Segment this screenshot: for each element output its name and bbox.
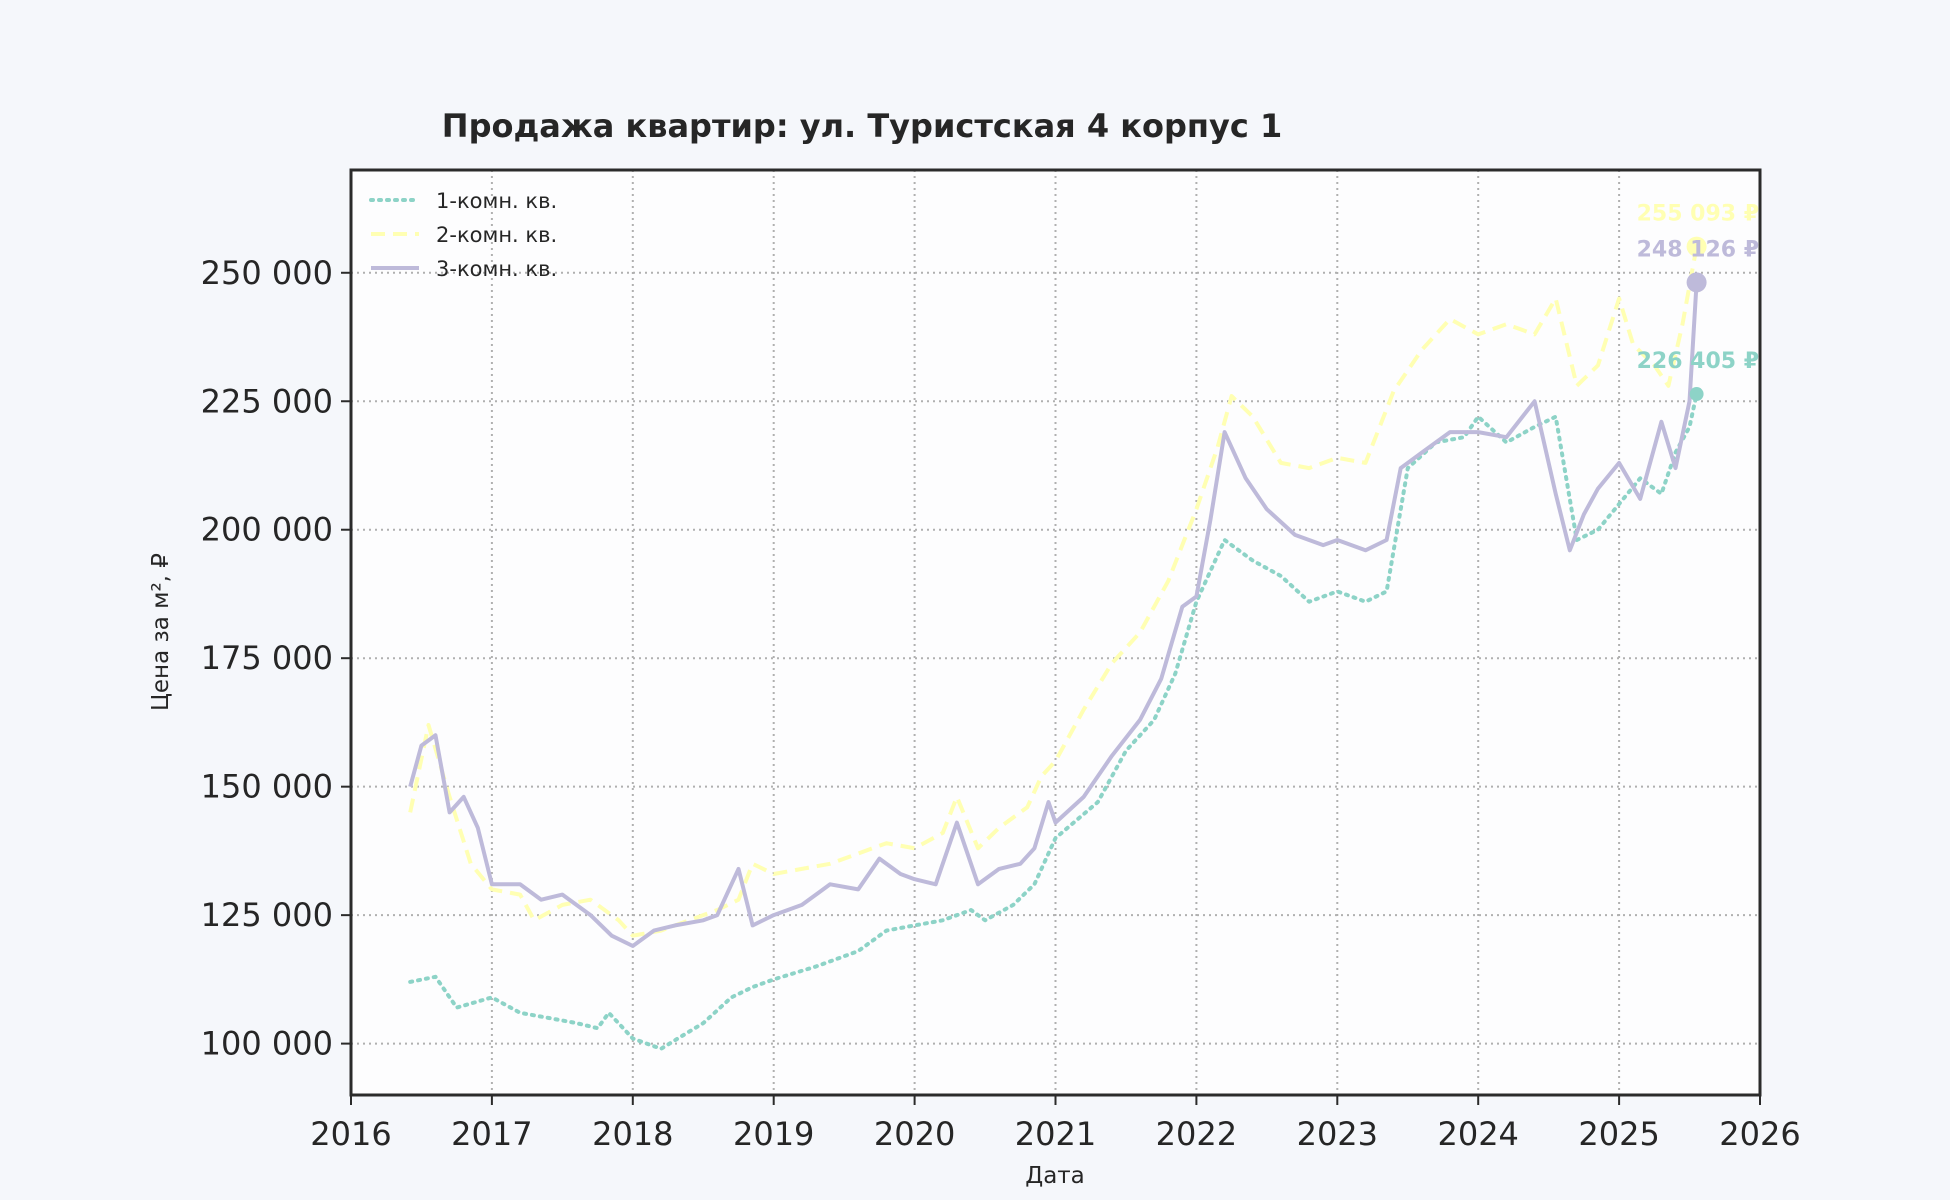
endpoint-value-label-2room: 255 093 ₽ (1637, 202, 1759, 227)
legend-label-2room: 2-комн. кв. (436, 223, 557, 247)
y-tick-label: 125 000 (201, 896, 333, 934)
endpoint-value-label-3room: 248 126 ₽ (1637, 237, 1759, 262)
x-axis: 2016 2017 2018 2019 2020 2021 2022 2023 2024 2025… (310, 1095, 1801, 1153)
x-tick-label: 2026 (1719, 1115, 1800, 1153)
series-layer (408, 246, 1699, 1051)
x-axis-label: Дата (1025, 1163, 1085, 1189)
endpoint-marker-1room (1689, 387, 1704, 402)
x-tick-label: 2016 (310, 1115, 391, 1153)
endpoint-marker-2room (1686, 236, 1707, 257)
legend-label-1room: 1-комн. кв. (436, 189, 557, 213)
x-tick-label: 2022 (1156, 1115, 1237, 1153)
x-tick-label: 2020 (874, 1115, 955, 1153)
y-tick-label: 200 000 (201, 511, 333, 549)
x-tick-label: 2019 (733, 1115, 814, 1153)
series-line-3room (408, 282, 1699, 948)
x-tick-label: 2018 (592, 1115, 673, 1153)
x-tick-label: 2021 (1015, 1115, 1096, 1153)
endpoint-marker-3room (1686, 272, 1707, 293)
y-tick-label: 225 000 (201, 382, 333, 420)
y-axis-label: Цена за м², ₽ (148, 553, 174, 711)
x-tick-label: 2024 (1437, 1115, 1518, 1153)
endpoint-layer: 226 405 ₽ 255 093 ₽ 248 126 ₽ (1637, 202, 1759, 402)
x-tick-label: 2023 (1297, 1115, 1378, 1153)
x-tick-label: 2017 (451, 1115, 532, 1153)
y-tick-label: 150 000 (201, 768, 333, 806)
chart-title: Продажа квартир: ул. Туристская 4 корпус… (442, 107, 1282, 145)
endpoint-value-label-1room: 226 405 ₽ (1637, 349, 1759, 374)
y-axis: 100 000 125 000 150 000 175 000 200 000 225 0… (201, 254, 351, 1063)
series-line-2room (408, 246, 1699, 938)
y-tick-label: 175 000 (201, 639, 333, 677)
y-tick-label: 100 000 (201, 1025, 333, 1063)
x-tick-label: 2025 (1578, 1115, 1659, 1153)
legend: 1-комн. кв. 2-комн. кв. 3-комн. кв. (369, 189, 557, 281)
grid (351, 170, 1760, 1095)
legend-label-3room: 3-комн. кв. (436, 257, 557, 281)
y-tick-label: 250 000 (201, 254, 333, 292)
